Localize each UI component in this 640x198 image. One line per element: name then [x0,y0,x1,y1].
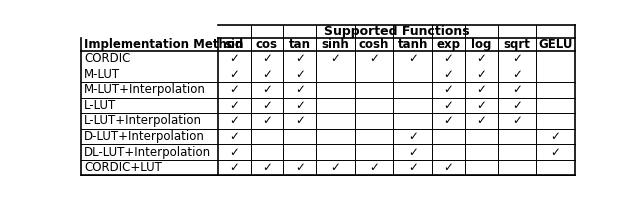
Text: ✓: ✓ [295,83,305,96]
Text: ✓: ✓ [330,161,340,174]
Text: ✓: ✓ [476,83,486,96]
Text: ✓: ✓ [229,161,239,174]
Text: tanh: tanh [397,38,428,51]
Text: Implementation Method: Implementation Method [84,38,243,51]
Text: ✓: ✓ [262,99,272,112]
Text: ✓: ✓ [444,83,454,96]
Text: ✓: ✓ [295,68,305,81]
Text: ✓: ✓ [408,146,418,159]
Text: ✓: ✓ [369,52,379,65]
Text: ✓: ✓ [369,161,379,174]
Text: ✓: ✓ [408,130,418,143]
Text: ✓: ✓ [262,114,272,128]
Text: CORDIC+LUT: CORDIC+LUT [84,161,162,174]
Text: ✓: ✓ [551,130,561,143]
Text: tan: tan [289,38,311,51]
Text: L-LUT+Interpolation: L-LUT+Interpolation [84,114,202,128]
Text: ✓: ✓ [229,146,239,159]
Text: ✓: ✓ [408,161,418,174]
Text: ✓: ✓ [476,99,486,112]
Text: ✓: ✓ [444,99,454,112]
Text: ✓: ✓ [295,52,305,65]
Text: ✓: ✓ [229,83,239,96]
Text: ✓: ✓ [262,68,272,81]
Text: ✓: ✓ [551,146,561,159]
Text: ✓: ✓ [229,130,239,143]
Text: ✓: ✓ [476,114,486,128]
Text: ✓: ✓ [512,114,522,128]
Text: ✓: ✓ [229,99,239,112]
Text: ✓: ✓ [229,68,239,81]
Text: ✓: ✓ [476,52,486,65]
Text: sqrt: sqrt [504,38,531,51]
Text: ✓: ✓ [444,161,454,174]
Text: ✓: ✓ [262,161,272,174]
Text: ✓: ✓ [444,52,454,65]
Text: sinh: sinh [321,38,349,51]
Text: ✓: ✓ [295,114,305,128]
Text: ✓: ✓ [229,114,239,128]
Text: ✓: ✓ [262,83,272,96]
Text: cosh: cosh [359,38,389,51]
Text: ✓: ✓ [262,52,272,65]
Text: sin: sin [225,38,244,51]
Text: log: log [471,38,492,51]
Text: M-LUT: M-LUT [84,68,120,81]
Text: ✓: ✓ [408,52,418,65]
Text: ✓: ✓ [512,52,522,65]
Text: ✓: ✓ [295,161,305,174]
Text: ✓: ✓ [512,68,522,81]
Text: Supported Functions: Supported Functions [324,25,469,38]
Text: CORDIC: CORDIC [84,52,131,65]
Text: ✓: ✓ [512,99,522,112]
Text: cos: cos [256,38,278,51]
Text: ✓: ✓ [512,83,522,96]
Text: ✓: ✓ [295,99,305,112]
Text: ✓: ✓ [476,68,486,81]
Text: ✓: ✓ [330,52,340,65]
Text: M-LUT+Interpolation: M-LUT+Interpolation [84,83,206,96]
Text: L-LUT: L-LUT [84,99,116,112]
Text: D-LUT+Interpolation: D-LUT+Interpolation [84,130,205,143]
Text: GELU: GELU [538,38,573,51]
Text: exp: exp [436,38,461,51]
Text: ✓: ✓ [444,114,454,128]
Text: ✓: ✓ [229,52,239,65]
Text: DL-LUT+Interpolation: DL-LUT+Interpolation [84,146,211,159]
Text: ✓: ✓ [444,68,454,81]
